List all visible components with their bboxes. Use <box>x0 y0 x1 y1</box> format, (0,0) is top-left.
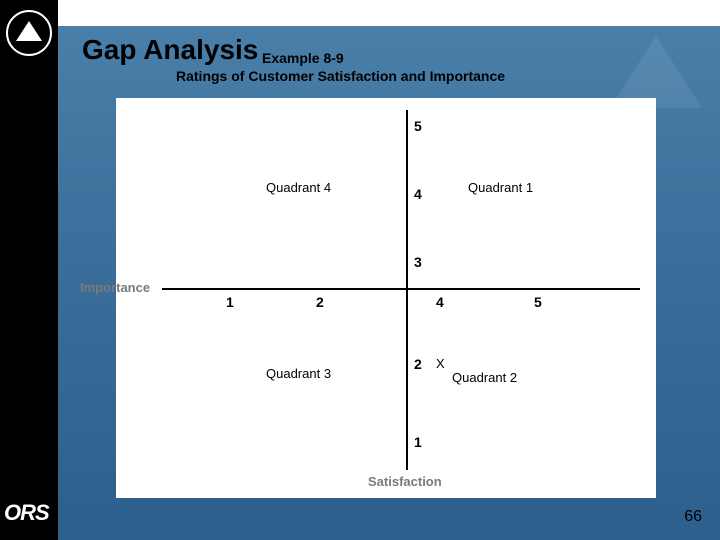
triangle-icon <box>16 21 42 41</box>
y-tick-4: 4 <box>414 186 422 202</box>
x-axis-label: Satisfaction <box>368 474 442 489</box>
left-sidebar: ORS <box>0 0 58 540</box>
y-tick-3: 3 <box>414 254 422 270</box>
ors-logo: ORS <box>4 500 49 526</box>
y-axis-label: Importance <box>80 280 150 295</box>
slide: ORS Gap Analysis Example 8-9 Ratings of … <box>0 0 720 540</box>
quadrant-2-label: Quadrant 2 <box>452 370 517 385</box>
quadrant-1-label: Quadrant 1 <box>468 180 533 195</box>
quadrant-chart: 5 4 3 2 1 1 2 4 5 Quadrant 1 Quadrant 2 … <box>116 98 656 498</box>
nih-logo-icon <box>6 10 52 56</box>
slide-title: Gap Analysis <box>82 34 258 66</box>
y-tick-5: 5 <box>414 118 422 134</box>
data-point-x: X <box>436 356 445 371</box>
x-tick-1: 1 <box>226 294 234 310</box>
quadrant-4-label: Quadrant 4 <box>266 180 331 195</box>
x-tick-2: 2 <box>316 294 324 310</box>
slide-subtitle-line1: Example 8-9 <box>262 50 344 66</box>
x-axis-line <box>162 288 640 290</box>
x-tick-5: 5 <box>534 294 542 310</box>
y-tick-1: 1 <box>414 434 422 450</box>
slide-subtitle-line2: Ratings of Customer Satisfaction and Imp… <box>176 68 505 84</box>
y-axis-line <box>406 110 408 470</box>
x-tick-4: 4 <box>436 294 444 310</box>
top-white-strip <box>58 0 720 26</box>
page-number: 66 <box>684 508 702 526</box>
y-tick-2: 2 <box>414 356 422 372</box>
quadrant-3-label: Quadrant 3 <box>266 366 331 381</box>
